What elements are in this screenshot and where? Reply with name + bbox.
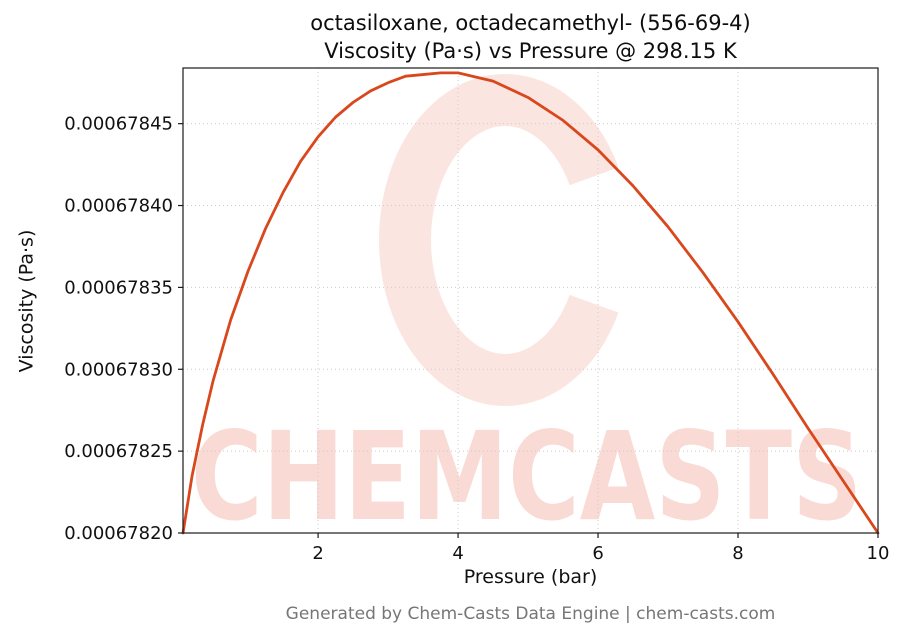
- svg-text:10: 10: [867, 543, 890, 564]
- footer-credit: Generated by Chem-Casts Data Engine | ch…: [285, 604, 776, 624]
- svg-text:8: 8: [732, 543, 743, 564]
- svg-text:2: 2: [312, 543, 323, 564]
- svg-text:0.00067835: 0.00067835: [64, 277, 173, 298]
- svg-text:0.00067820: 0.00067820: [64, 523, 173, 544]
- chart-title-block: octasiloxane, octadecamethyl- (556-69-4)…: [183, 9, 878, 65]
- svg-text:0.00067825: 0.00067825: [64, 441, 173, 462]
- svg-text:0.00067845: 0.00067845: [64, 114, 173, 135]
- svg-text:6: 6: [592, 543, 603, 564]
- svg-text:0.00067840: 0.00067840: [64, 196, 173, 217]
- svg-text:0.00067830: 0.00067830: [64, 359, 173, 380]
- chart-subtitle: Viscosity (Pa·s) vs Pressure @ 298.15 K: [324, 39, 737, 63]
- x-axis-label: Pressure (bar): [463, 566, 598, 588]
- chart-title: octasiloxane, octadecamethyl- (556-69-4): [310, 11, 751, 35]
- svg-text:4: 4: [452, 543, 463, 564]
